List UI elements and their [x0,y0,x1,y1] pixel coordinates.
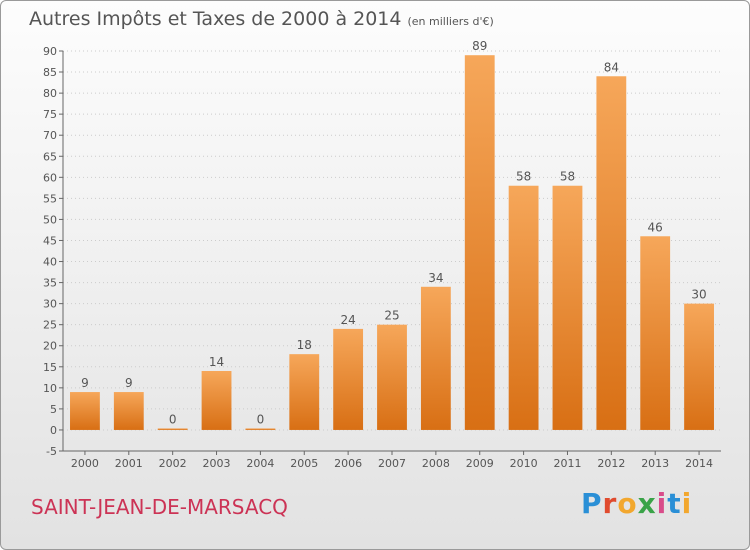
logo-letter: r [602,487,618,520]
bar [70,392,100,430]
y-tick-label: 90 [43,45,57,58]
y-tick-label: 80 [43,87,57,100]
bar-value-label: 25 [384,309,399,323]
y-tick-label: 40 [43,256,57,269]
logo-letter: o [617,487,638,520]
logo-letter: i [681,487,693,520]
bar-value-label: 9 [81,376,89,390]
bar [640,236,671,430]
y-tick-label: 65 [43,150,57,163]
y-tick-label: 0 [50,424,57,437]
y-tick-label: 50 [43,213,57,226]
x-tick-label: 2011 [553,457,581,470]
bar-value-label: 46 [648,220,663,234]
bar [157,428,188,430]
bar [596,76,627,430]
bar-value-label: 58 [560,170,575,184]
x-tick-label: 2002 [159,457,187,470]
y-tick-label: 60 [43,171,57,184]
logo-letter: x [637,487,657,520]
bar-value-label: 30 [691,288,706,302]
x-tick-label: 2014 [685,457,713,470]
bar [377,324,407,430]
y-tick-label: 45 [43,234,57,247]
bar-value-label: 0 [169,412,177,426]
chart-title: Autres Impôts et Taxes de 2000 à 2014 [29,8,402,30]
y-tick-label: 5 [50,403,57,416]
bar-value-label: 18 [297,338,312,352]
bar [289,354,320,430]
bar [464,55,495,430]
y-tick-label: 10 [43,382,57,395]
y-tick-label: 75 [43,108,57,121]
bar [684,303,714,430]
y-tick-label: 15 [43,361,57,374]
x-tick-label: 2013 [641,457,669,470]
bar-value-label: 89 [472,39,487,53]
bar [508,185,539,430]
x-tick-label: 2001 [115,457,143,470]
x-tick-label: 2008 [422,457,450,470]
x-tick-label: 2009 [466,457,494,470]
x-tick-label: 2000 [71,457,99,470]
x-tick-label: 2005 [290,457,318,470]
y-tick-label: -5 [46,445,57,458]
y-tick-label: 55 [43,192,57,205]
y-tick-label: 35 [43,277,57,290]
x-tick-label: 2004 [246,457,274,470]
bar [201,371,232,430]
commune-name: SAINT-JEAN-DE-MARSACQ [31,495,288,519]
y-tick-label: 85 [43,66,57,79]
bar-value-label: 34 [428,271,443,285]
bar-value-label: 0 [257,412,265,426]
bar-value-label: 9 [125,376,133,390]
x-tick-label: 2007 [378,457,406,470]
bar [420,286,451,430]
x-tick-label: 2010 [510,457,538,470]
y-tick-label: 20 [43,340,57,353]
y-tick-label: 70 [43,129,57,142]
bar [333,328,364,430]
bar-value-label: 84 [604,60,619,74]
logo-letter: P [581,487,603,520]
logo-letter: i [656,487,668,520]
y-tick-label: 30 [43,298,57,311]
bar-value-label: 14 [209,355,224,369]
bar-value-label: 58 [516,170,531,184]
bar [113,392,144,430]
x-tick-label: 2003 [203,457,231,470]
bar-value-label: 24 [340,313,355,327]
x-tick-label: 2012 [597,457,625,470]
bar [552,185,583,430]
x-tick-label: 2006 [334,457,362,470]
chart-title-line: Autres Impôts et Taxes de 2000 à 2014 (en… [29,8,494,30]
bar [245,428,276,430]
proxiti-logo: Proxiti [581,487,692,520]
chart-subtitle: (en milliers d'€) [407,15,494,28]
y-tick-label: 25 [43,319,57,332]
logo-letter: t [667,487,682,520]
